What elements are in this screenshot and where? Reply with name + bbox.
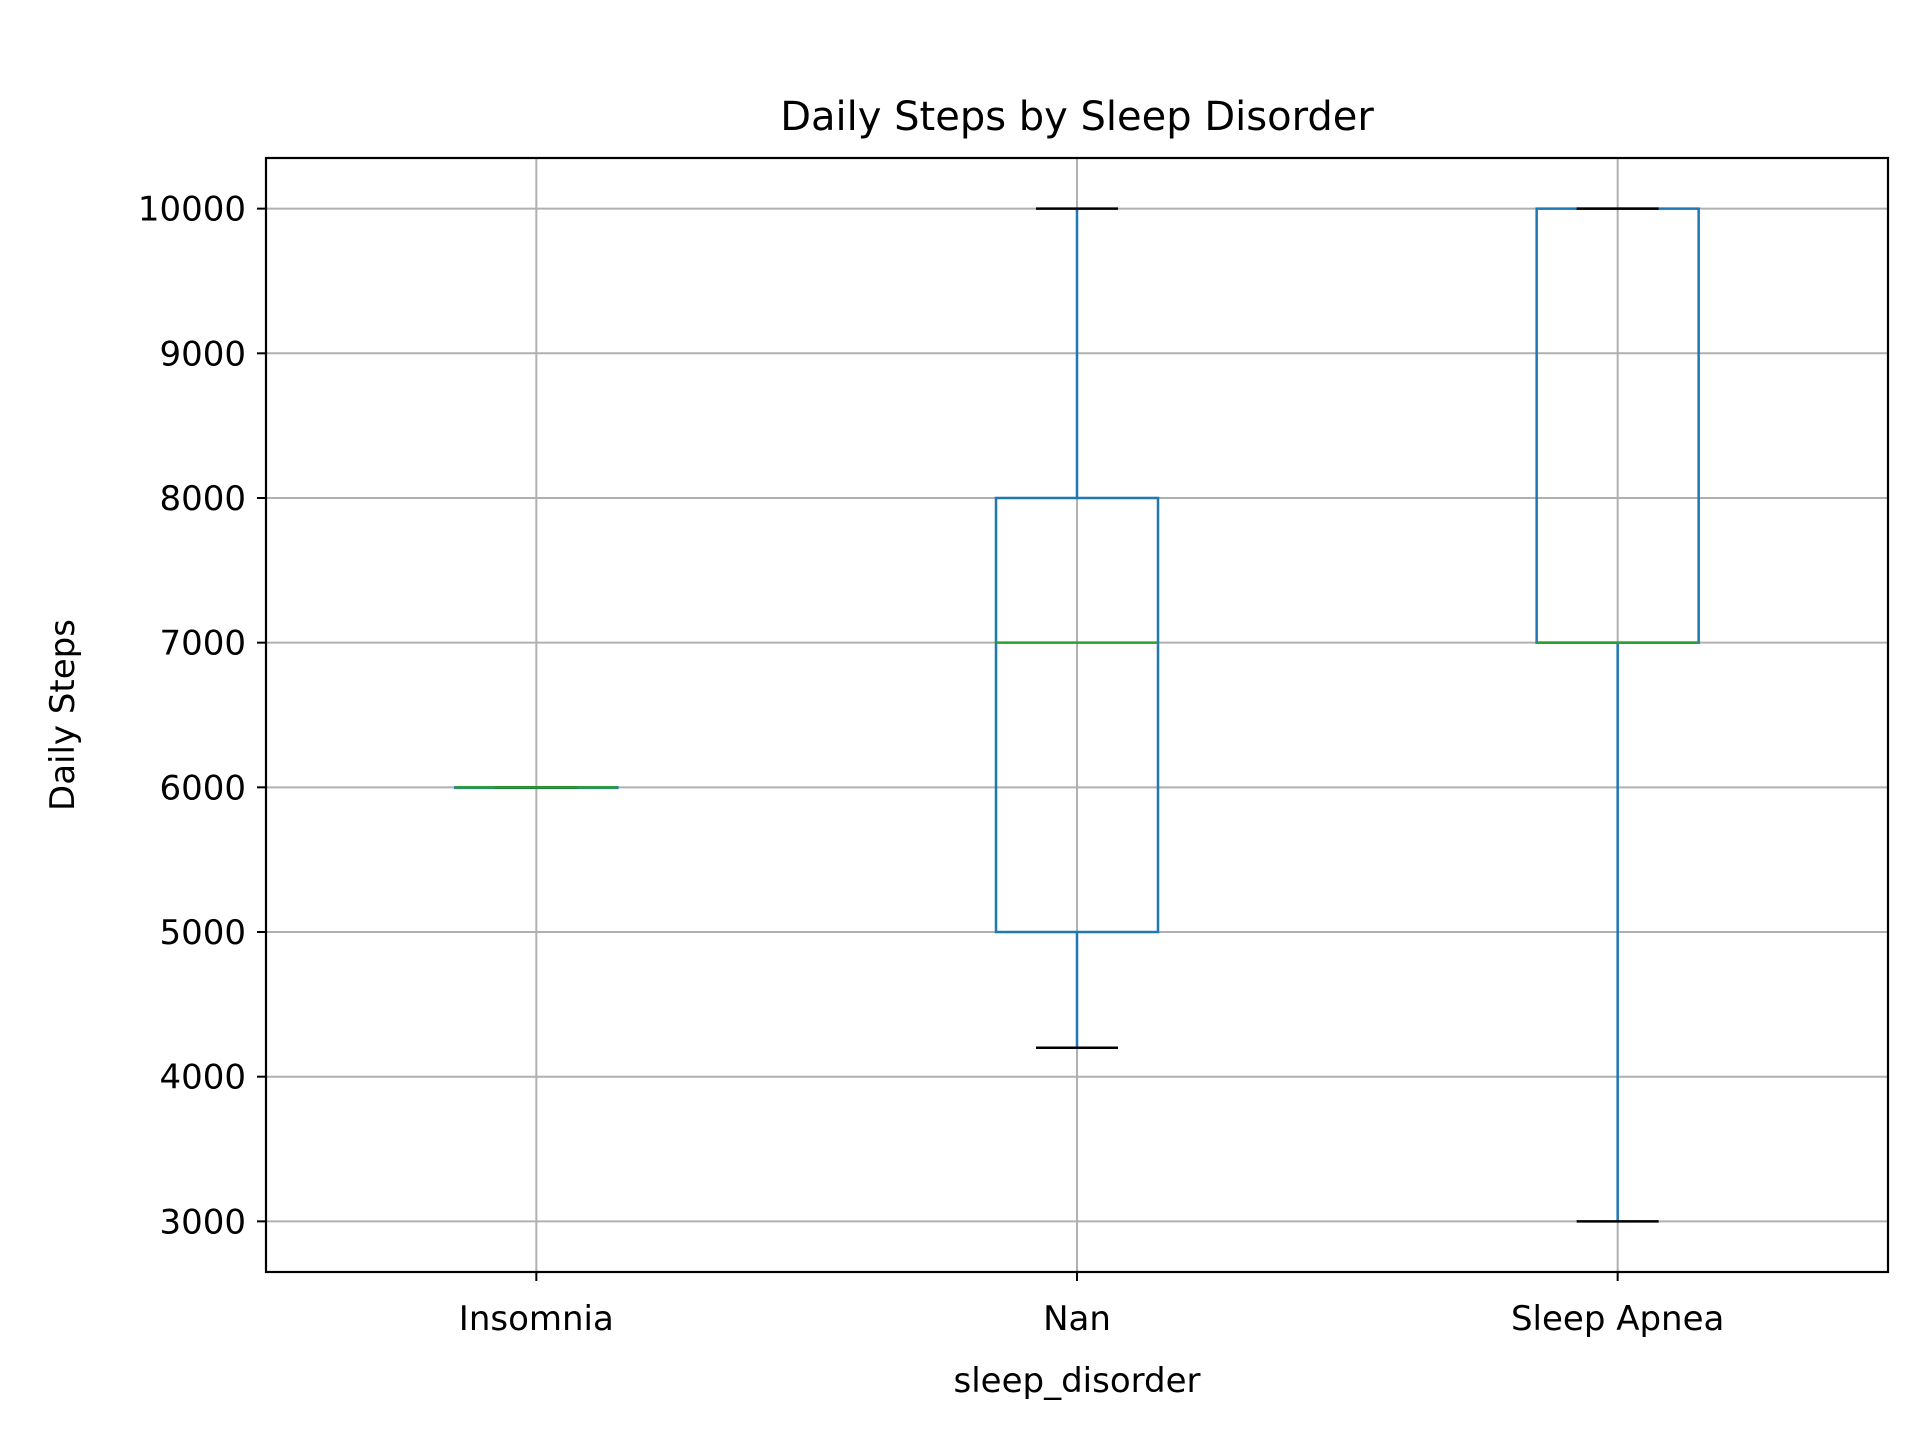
x-tick-label: Insomnia — [459, 1299, 614, 1339]
boxes — [454, 207, 1700, 1223]
box-insomnia — [454, 786, 619, 790]
box-sleep-apnea — [1535, 207, 1700, 1223]
box-iqr — [994, 496, 1160, 934]
ticks: 3000 4000 5000 6000 7000 8000 9000 10000 Insomni… — [138, 190, 1725, 1339]
y-axis-label: Daily Steps — [43, 619, 83, 811]
x-axis-label: sleep_disorder — [954, 1361, 1201, 1401]
y-tick-label: 10000 — [138, 190, 246, 230]
x-tick-label: Sleep Apnea — [1511, 1299, 1724, 1339]
y-tick-label: 3000 — [159, 1202, 246, 1242]
y-tick-label: 4000 — [159, 1058, 246, 1098]
box-nan — [994, 207, 1160, 1050]
y-tick-label: 5000 — [159, 913, 246, 953]
y-tick-label: 8000 — [159, 479, 246, 519]
x-tick-label: Nan — [1043, 1299, 1111, 1339]
y-tick-label: 9000 — [159, 334, 246, 374]
y-tick-label: 7000 — [159, 624, 246, 664]
y-tick-label: 6000 — [159, 768, 246, 808]
chart-title: Daily Steps by Sleep Disorder — [780, 94, 1374, 140]
